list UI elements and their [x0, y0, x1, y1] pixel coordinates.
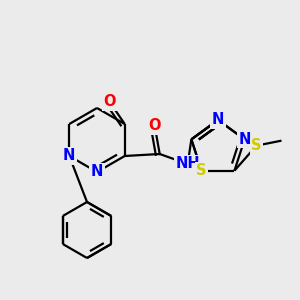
Text: O: O: [103, 94, 116, 110]
Text: S: S: [251, 138, 262, 153]
Text: S: S: [196, 163, 207, 178]
Text: O: O: [148, 118, 161, 134]
Text: N: N: [238, 132, 251, 147]
Text: N: N: [91, 164, 103, 179]
Text: N: N: [63, 148, 76, 164]
Text: N: N: [212, 112, 224, 128]
Text: NH: NH: [176, 157, 200, 172]
